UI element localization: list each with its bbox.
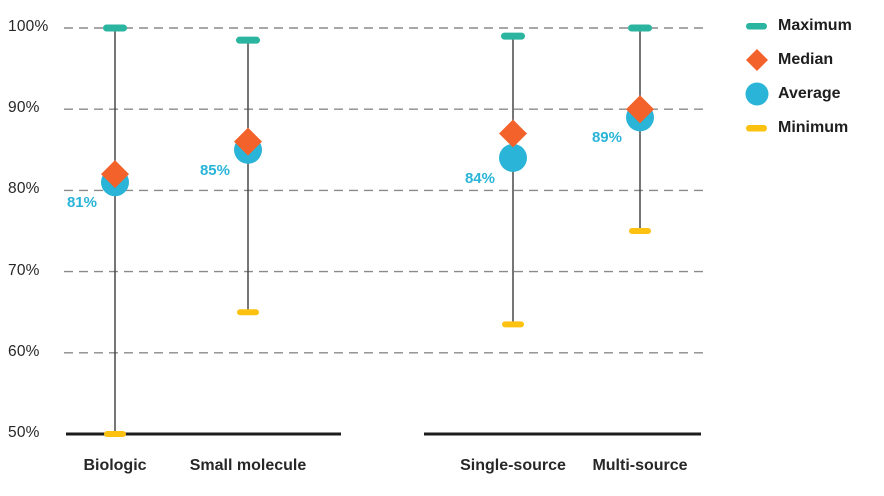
y-tick-label: 90% <box>8 99 40 117</box>
y-tick-label: 60% <box>8 342 40 360</box>
average-circle-icon <box>745 82 769 106</box>
maximum-marker <box>628 24 652 32</box>
median-marker <box>499 119 527 148</box>
median-marker <box>234 127 262 156</box>
y-tick-label: 50% <box>8 424 40 441</box>
legend: Maximum Median Average Minimum <box>742 13 852 141</box>
minimum-marker <box>237 309 259 316</box>
y-tick-label: 80% <box>8 180 40 198</box>
legend-item-median: Median <box>742 47 852 73</box>
legend-item-average: Average <box>742 81 852 107</box>
category-label-biologic: Biologic <box>83 457 147 474</box>
median-marker <box>101 160 129 189</box>
legend-label-median: Median <box>778 51 834 68</box>
y-tick-label: 70% <box>8 261 40 279</box>
legend-item-minimum: Minimum <box>742 115 852 141</box>
maximum-marker <box>501 32 525 40</box>
minimum-dash-icon <box>746 125 767 132</box>
average-value-label: 81% <box>66 194 97 212</box>
legend-label-average: Average <box>778 85 841 102</box>
minimum-marker <box>629 228 651 234</box>
legend-item-maximum: Maximum <box>742 13 852 39</box>
minimum-marker <box>502 321 524 328</box>
y-tick-label: 100% <box>8 18 49 35</box>
legend-label-maximum: Maximum <box>778 17 852 34</box>
category-label-multi-source: Multi-source <box>592 457 688 474</box>
average-value-label: 84% <box>464 169 495 187</box>
median-marker <box>626 95 654 124</box>
median-diamond-icon <box>746 49 768 71</box>
maximum-marker <box>103 24 127 32</box>
maximum-dash-icon <box>746 23 767 30</box>
average-value-label: 85% <box>199 161 230 179</box>
maximum-marker <box>236 36 260 44</box>
category-label-small-molecule: Small molecule <box>189 457 307 474</box>
legend-label-minimum: Minimum <box>778 119 849 136</box>
category-label-single-source: Single-source <box>460 457 566 474</box>
average-marker <box>499 143 527 172</box>
minimum-marker <box>104 431 126 437</box>
average-value-label: 89% <box>591 129 622 147</box>
